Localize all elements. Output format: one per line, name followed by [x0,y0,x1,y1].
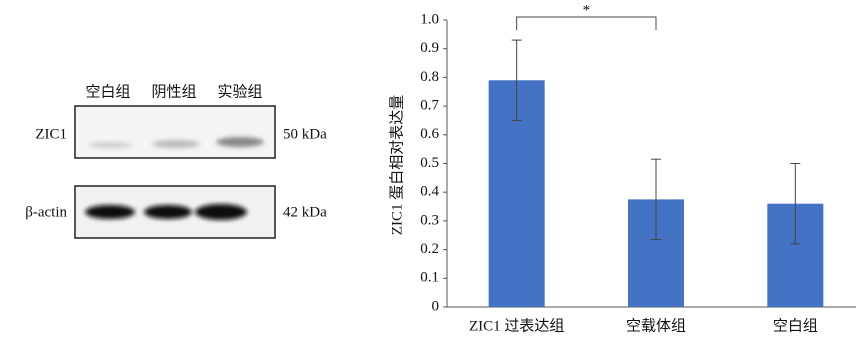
y-tick-label: 0.7 [420,98,439,114]
y-tick-label: 0.6 [420,126,439,142]
x-tick-label: 空载体组 [626,317,686,334]
x-tick-label: ZIC1 过表达组 [469,317,564,334]
lane-label: 实验组 [217,83,262,100]
significance-label: * [583,2,591,18]
figure: 空白组 阴性组 实验组 ZIC1 β-actin 50 kDa 42 kDa Z… [0,0,856,341]
y-tick-label: 1.0 [420,11,439,27]
blot-panel [75,106,275,158]
y-tick-label: 0 [432,298,440,314]
y-axis-label: ZIC1 蛋白相对表达量 [388,95,405,235]
lane-label: 空白组 [85,83,130,100]
row-label: ZIC1 [35,126,67,142]
y-tick-label: 0.2 [420,241,439,257]
y-tick-label: 0.3 [420,212,439,228]
lane-label: 阴性组 [151,83,196,100]
western-blot: 空白组 阴性组 实验组 ZIC1 β-actin 50 kDa 42 kDa [25,83,327,238]
y-tick-label: 0.4 [420,184,439,200]
size-label: 42 kDa [283,204,327,220]
row-label: β-actin [25,204,67,220]
y-tick-label: 0.8 [420,69,439,85]
y-tick-label: 0.5 [420,155,439,171]
page: 空白组 阴性组 实验组 ZIC1 β-actin 50 kDa 42 kDa Z… [0,0,856,341]
size-label: 50 kDa [283,126,327,142]
y-tick-label: 0.1 [420,270,439,286]
significance-bracket [517,17,656,30]
y-tick-label: 0.9 [420,40,439,56]
x-tick-label: 空白组 [773,317,818,334]
